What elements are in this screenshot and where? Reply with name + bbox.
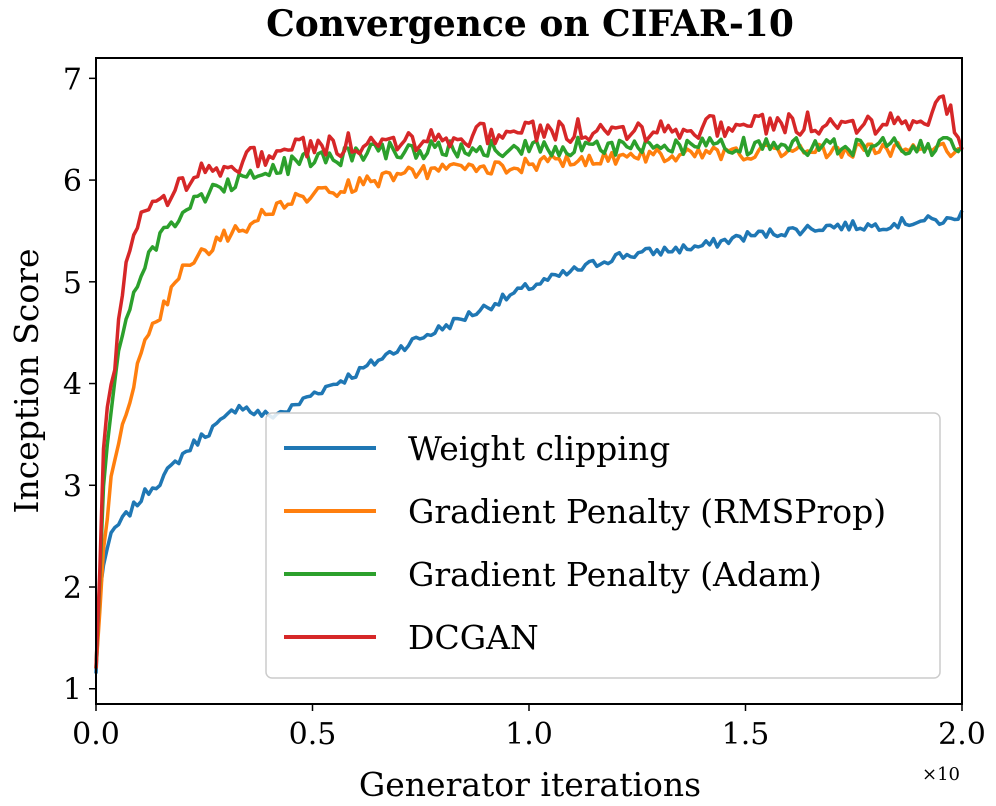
series-line	[94, 135, 964, 669]
y-tick-label: 3	[63, 469, 82, 504]
x-axis-label: Generator iterations	[359, 765, 701, 804]
x-tick-label: 2.0	[938, 717, 986, 752]
legend-label: DCGAN	[408, 618, 539, 657]
y-tick-label: 6	[63, 164, 82, 199]
series-line	[94, 94, 964, 669]
y-axis-label: Inception Score	[7, 248, 46, 513]
legend-frame	[265, 412, 941, 679]
y-axis-ticks: 1 2 3 4 5 6 7	[63, 62, 96, 708]
y-tick-label: 5	[63, 266, 82, 301]
series-line	[94, 209, 964, 674]
legend-label: Weight clipping	[408, 429, 670, 468]
legend-label: Gradient Penalty (Adam)	[408, 555, 822, 594]
x-tick-label: 1.5	[722, 717, 770, 752]
x-tick-label: 0.5	[289, 717, 337, 752]
y-tick-label: 4	[63, 368, 82, 403]
y-tick-label: 2	[63, 571, 82, 606]
series-layer	[94, 94, 964, 674]
y-tick-label: 7	[63, 62, 82, 97]
chart-title: Convergence on CIFAR-10	[266, 3, 794, 45]
x-axis-ticks: 0.0 0.5 1.0 1.5 2.0	[72, 704, 986, 752]
x-axis-multiplier: ×10	[922, 764, 960, 785]
legend-label: Gradient Penalty (RMSProp)	[408, 492, 886, 531]
legend: Weight clipping Gradient Penalty (RMSProp…	[265, 412, 941, 679]
x-tick-label: 1.0	[505, 717, 553, 752]
y-tick-label: 1	[63, 673, 82, 708]
x-tick-label: 0.0	[72, 717, 120, 752]
